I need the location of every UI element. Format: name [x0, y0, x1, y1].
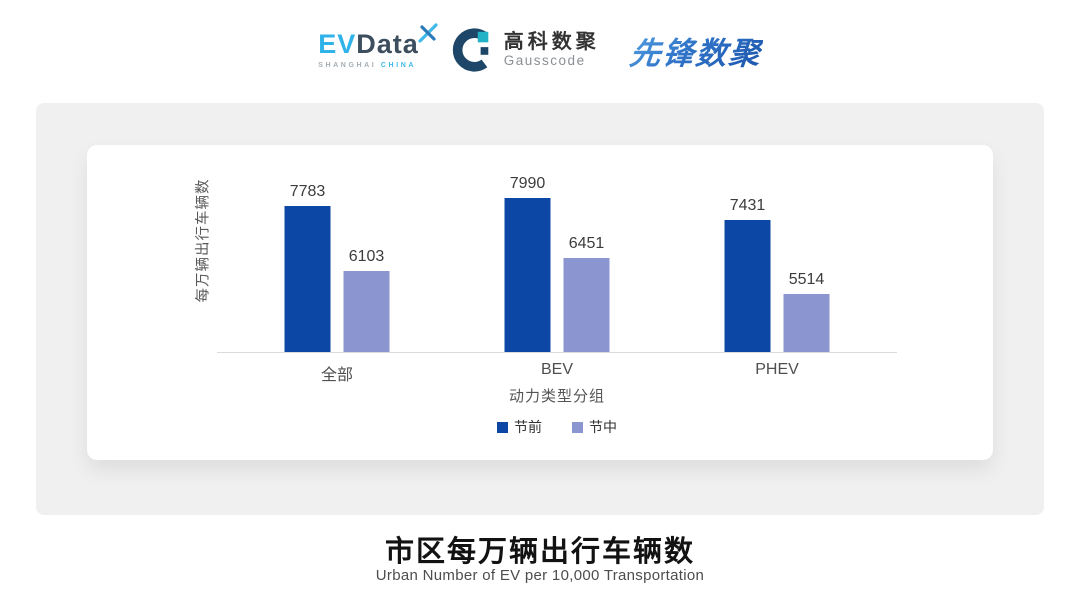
page-title: 市区每万辆出行车辆数 [384, 536, 695, 568]
gausscode-mark-icon [452, 28, 489, 72]
bar-wrap: 7990 [504, 175, 551, 352]
bar-wrap: 7431 [724, 197, 771, 352]
bar-wrap: 6103 [343, 248, 390, 352]
bar-wrap: 7783 [284, 183, 331, 352]
legend-swatch-icon [497, 421, 508, 433]
bar-节中-PHEV [783, 294, 830, 352]
bar-group-PHEV: 7431 5514 PHEV [724, 197, 830, 378]
bar-wrap: 6451 [563, 235, 610, 352]
evdata-ev-text: EV [318, 29, 357, 59]
bar-value-label: 7990 [509, 175, 546, 192]
sparkle-x-icon [418, 23, 438, 43]
chart-card: 每万辆出行车辆数 7783 6103 全部 7990 6451 BEV 7431 5514 PH… [87, 145, 993, 460]
y-axis-label-wrap: 每万辆出行车辆数 [191, 170, 213, 310]
bar-节前-全部 [284, 206, 331, 352]
legend-label: 节中 [589, 419, 617, 435]
evdata-wordmark: EVData [318, 23, 438, 59]
legend-item-节前: 节前 [497, 417, 542, 437]
category-label-BEV: BEV [540, 361, 574, 378]
page-subtitle: Urban Number of EV per 10,000 Transporta… [375, 567, 705, 584]
header-logos: EVData SHANGHAI CHINA 高科数聚 Gausscode [0, 14, 1080, 86]
evdata-data-text: Data [356, 29, 419, 59]
plot-area: 7783 6103 全部 7990 6451 BEV 7431 5514 PHEV [217, 145, 897, 384]
evdata-sub-china: CHINA [380, 62, 417, 69]
legend: 节前 节中 [227, 417, 887, 437]
bar-节中-全部 [343, 271, 390, 352]
category-label-PHEV: PHEV [755, 361, 799, 378]
bar-value-label: 7783 [289, 183, 326, 200]
bar-value-label: 7431 [729, 197, 766, 214]
bar-value-label: 6451 [568, 235, 605, 252]
bar-节前-PHEV [724, 220, 771, 352]
evdata-sub-shanghai: SHANGHAI [318, 62, 377, 69]
pioneer-logo: 先锋数聚 [627, 28, 764, 73]
y-axis-label: 每万辆出行车辆数 [195, 178, 212, 302]
bar-节前-BEV [504, 198, 551, 352]
gausscode-text: 高科数聚 Gausscode [504, 31, 600, 69]
x-axis-title: 动力类型分组 [508, 388, 605, 405]
bar-group-BEV: 7990 6451 BEV [504, 175, 610, 378]
bar-value-label: 5514 [788, 271, 825, 288]
gausscode-en-text: Gausscode [503, 53, 586, 69]
legend-label: 节前 [514, 419, 542, 435]
evdata-subtitle: SHANGHAI CHINA [318, 62, 419, 69]
gausscode-cn-text: 高科数聚 [503, 31, 600, 54]
bar-节中-BEV [563, 258, 610, 352]
category-label-全部: 全部 [320, 367, 354, 384]
evdata-logo: EVData SHANGHAI CHINA [318, 23, 438, 69]
legend-item-节中: 节中 [572, 417, 617, 437]
legend-swatch-icon [572, 421, 583, 433]
gausscode-logo: 高科数聚 Gausscode [449, 27, 600, 73]
bar-group-全部: 7783 6103 全部 [284, 183, 390, 384]
bar-wrap: 5514 [783, 271, 830, 352]
x-axis-line [217, 352, 897, 353]
bar-value-label: 6103 [348, 248, 385, 265]
